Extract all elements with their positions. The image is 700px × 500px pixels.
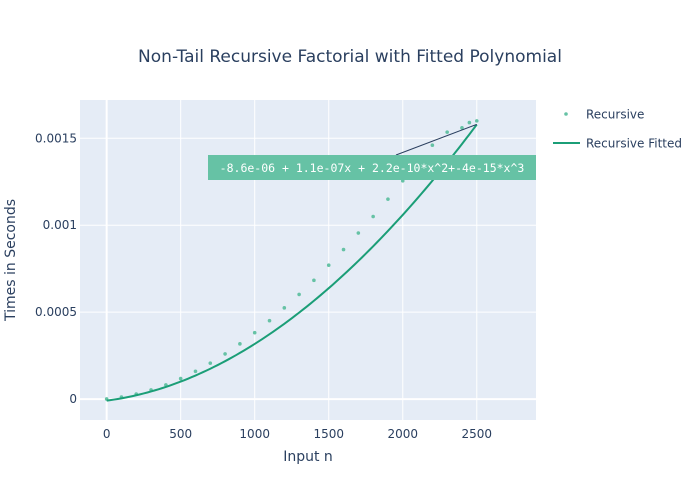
data-point (178, 376, 183, 381)
y-axis-ticks: 0 0.0005 0.001 0.0015 (35, 131, 77, 406)
fitted-line (106, 123, 478, 402)
y-tick-label: 0.0005 (35, 305, 77, 319)
data-point (386, 197, 390, 201)
x-tick-label: 1500 (313, 427, 344, 441)
x-tick-label: 2000 (387, 427, 418, 441)
chart-title: Non-Tail Recursive Factorial with Fitted… (138, 47, 562, 67)
series-recursive (104, 119, 479, 401)
data-point (238, 342, 242, 346)
data-point (341, 247, 346, 252)
data-point (267, 318, 272, 323)
data-point (223, 352, 227, 356)
data-point (252, 330, 257, 335)
grid (80, 100, 536, 420)
data-point (282, 306, 287, 310)
plot-area (80, 100, 536, 420)
x-tick-label: 0 (103, 427, 111, 441)
data-point (326, 263, 331, 268)
data-point (312, 278, 316, 283)
legend: Recursive Recursive Fitted (553, 108, 682, 151)
legend-label-recursive-fitted: Recursive Fitted (586, 137, 682, 151)
data-point (460, 126, 464, 130)
legend-item-recursive[interactable]: Recursive (564, 108, 644, 122)
data-point (208, 361, 213, 365)
data-point (193, 369, 198, 374)
x-tick-label: 1000 (239, 427, 270, 441)
data-point (474, 119, 479, 123)
annotation: -8.6e-06 + 1.1e-07x + 2.2e-10*x^2+-4e-15… (208, 123, 536, 180)
data-point (297, 292, 301, 297)
annotation-arrow (395, 123, 477, 156)
annotation-box (208, 155, 536, 180)
y-tick-label: 0.001 (43, 218, 77, 232)
data-point (371, 214, 375, 219)
y-tick-label: 0 (69, 392, 77, 406)
legend-label-recursive: Recursive (586, 108, 644, 122)
data-point (430, 143, 435, 148)
y-axis-label: Times in Seconds (3, 199, 19, 322)
data-point (445, 130, 449, 134)
x-tick-label: 500 (169, 427, 192, 441)
x-axis-label: Input n (283, 449, 333, 465)
legend-item-recursive-fitted[interactable]: Recursive Fitted (553, 137, 682, 151)
data-point (467, 120, 472, 125)
x-axis-ticks: 0 500 1000 1500 2000 2500 (103, 427, 492, 441)
series-recursive-fitted (106, 123, 478, 402)
x-tick-label: 2500 (462, 427, 493, 441)
annotation-text: -8.6e-06 + 1.1e-07x + 2.2e-10*x^2+-4e-15… (220, 161, 525, 175)
data-point (356, 231, 361, 235)
legend-marker-recursive (564, 112, 568, 116)
y-tick-label: 0.0015 (35, 131, 77, 145)
